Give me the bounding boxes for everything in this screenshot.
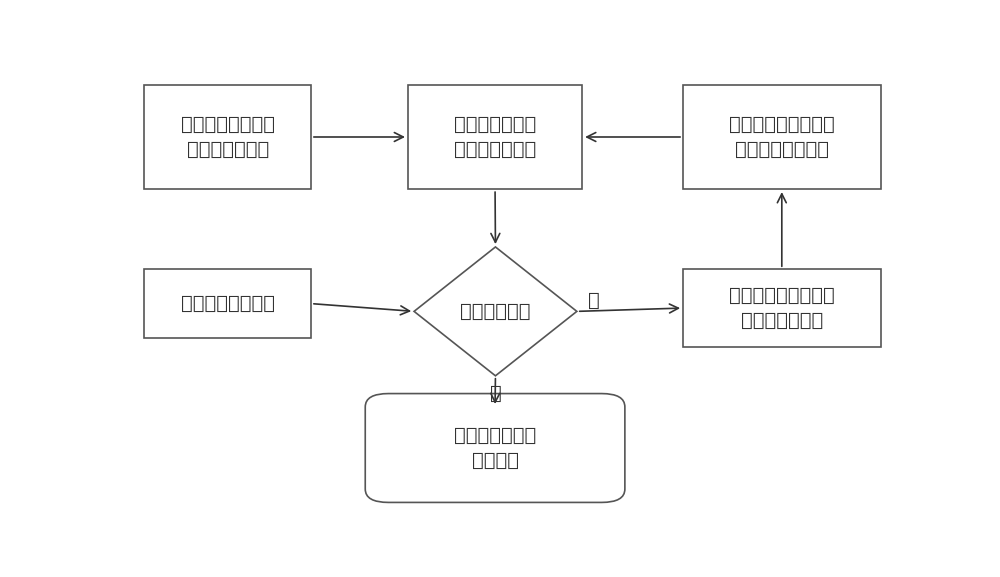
FancyBboxPatch shape <box>365 394 625 503</box>
FancyBboxPatch shape <box>144 269 311 338</box>
FancyBboxPatch shape <box>683 85 881 189</box>
FancyBboxPatch shape <box>683 269 881 347</box>
Text: 优化算法优化双波前
校正器控制信号: 优化算法优化双波前 校正器控制信号 <box>729 286 835 330</box>
Polygon shape <box>414 247 577 376</box>
FancyBboxPatch shape <box>408 85 582 189</box>
Text: 应用对象处实现
光束整形: 应用对象处实现 光束整形 <box>454 426 536 470</box>
FancyBboxPatch shape <box>144 85 311 189</box>
Text: 确定远场目标光强: 确定远场目标光强 <box>181 294 275 313</box>
Text: 实现光束整形: 实现光束整形 <box>460 302 531 321</box>
Text: 优化算法确定双波
前校正器初始值: 优化算法确定双波 前校正器初始值 <box>181 115 275 159</box>
Text: 是: 是 <box>490 384 501 403</box>
Text: 否: 否 <box>588 291 600 310</box>
Text: 控制计算机改变双波
前校正器控制信号: 控制计算机改变双波 前校正器控制信号 <box>729 115 835 159</box>
Text: 远场相机采集远
场光强图像信息: 远场相机采集远 场光强图像信息 <box>454 115 536 159</box>
